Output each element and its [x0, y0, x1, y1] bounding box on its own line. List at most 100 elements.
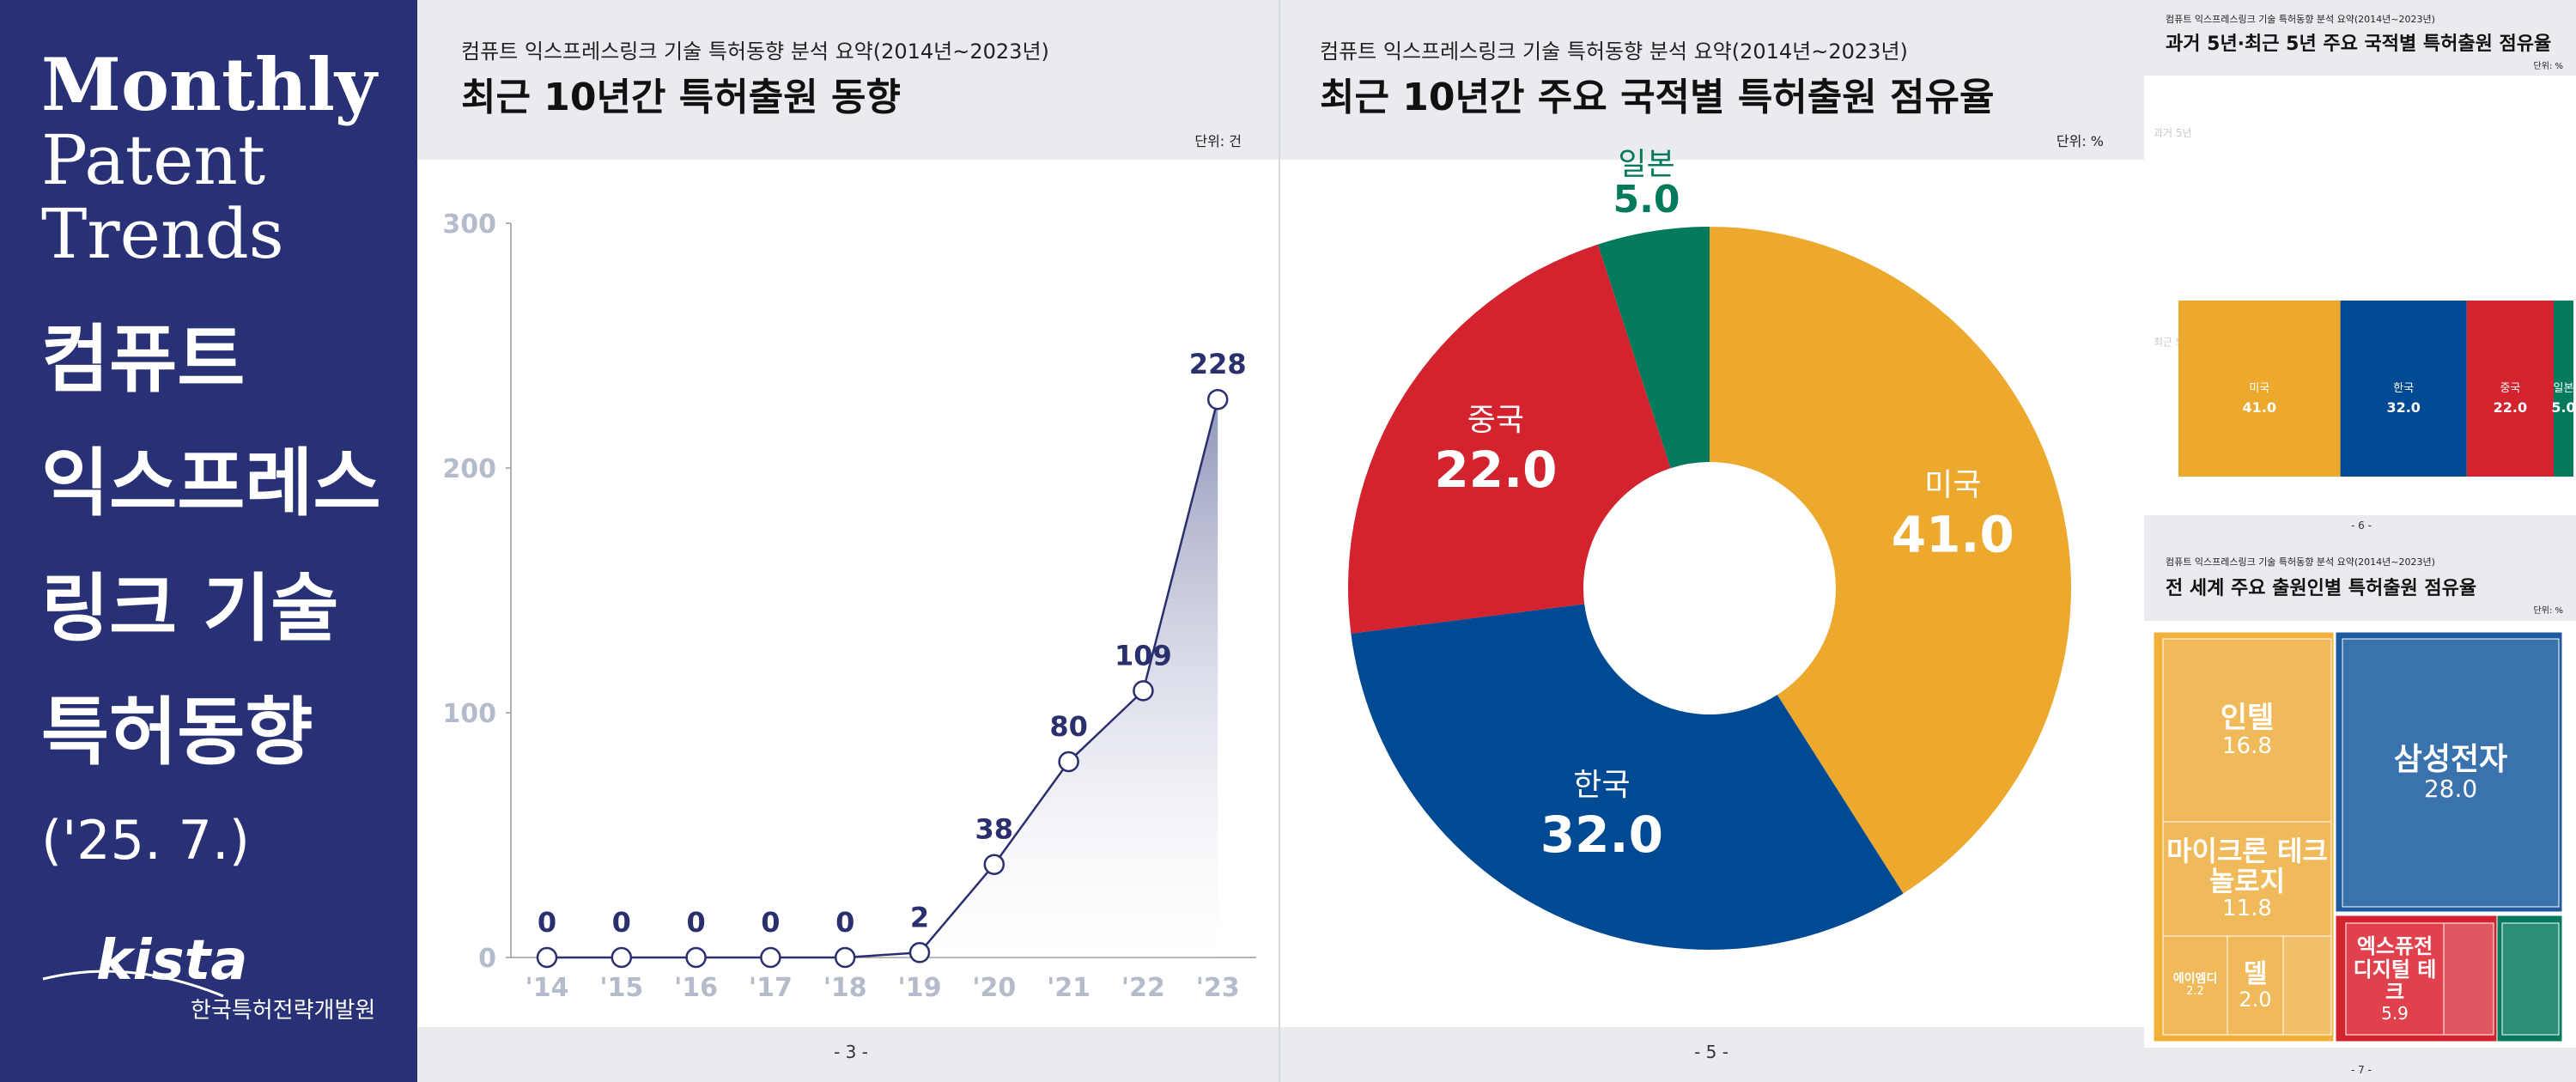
point	[1058, 751, 1079, 773]
tile-text: 에이엠디 2.2	[2163, 936, 2227, 1035]
page-title: 과거 5년·최근 5년 주요 국적별 특허출원 점유율	[2166, 33, 2551, 55]
cover: Monthly Patent Trends 컴퓨트 익스프레스 링크 기술 특허…	[41, 42, 381, 1024]
segment-value: 32.0	[2386, 399, 2420, 416]
logo-swoosh	[42, 970, 224, 998]
pie-slice	[1348, 244, 1671, 634]
cover-title-ko: 링크 기술	[41, 566, 338, 652]
bar-segment	[2340, 301, 2467, 477]
segment-value: 22.0	[2494, 399, 2527, 416]
row-label: 과거 5년	[2154, 127, 2192, 139]
tile-label: 엑스퓨전 디지털 테크5.9	[2353, 934, 2437, 1024]
segment-name: 중국	[2500, 382, 2520, 395]
pie-slice	[1597, 227, 1710, 469]
unit-label: 단위: %	[2057, 133, 2104, 149]
point	[685, 946, 707, 969]
slice-value: 32.0	[1540, 805, 1663, 864]
value-label: 2	[910, 901, 929, 933]
point	[983, 854, 1005, 875]
slice-name: 중국	[1467, 403, 1524, 438]
tile-text-line: 에이엠디	[2172, 971, 2218, 986]
treemap-tile	[2162, 821, 2332, 937]
cover-panel	[0, 0, 417, 1082]
slice-value: 41.0	[1892, 506, 2014, 564]
cover-title-ko: 컴퓨트	[41, 317, 245, 403]
value-label: 0	[761, 906, 780, 939]
page-number: - 7 -	[2351, 1064, 2372, 1076]
segment-name: 한국	[2393, 382, 2414, 395]
point	[834, 946, 856, 969]
cover-title-en: Patent	[41, 120, 265, 200]
area	[547, 399, 1218, 957]
pie-slice	[1351, 604, 1904, 950]
unit-label: 단위: %	[2534, 60, 2563, 71]
x-tick-label: '19	[898, 973, 942, 1003]
page-subtitle: 컴퓨트 익스프레스링크 기술 특허동향 분석 요약(2014년~2023년)	[2166, 556, 2435, 568]
x-tick-label: '23	[1196, 973, 1240, 1003]
segment-value: 5.0	[2551, 399, 2575, 416]
page-subtitle: 컴퓨트 익스프레스링크 기술 특허동향 분석 요약(2014년~2023년)	[1320, 40, 1908, 64]
x-tick-label: '18	[823, 973, 867, 1003]
page-number: - 6 -	[2351, 520, 2372, 532]
tile-text-line: 2.2	[2186, 985, 2204, 999]
logo: kista	[96, 929, 247, 993]
slice-name: 미국	[1924, 468, 1981, 503]
tile-text: 인텔 16.8	[2163, 639, 2331, 822]
x-tick-label: '14	[526, 973, 569, 1003]
slice-name: 한국	[1573, 768, 1630, 803]
y-tick-label: 300	[442, 210, 496, 240]
cover-title-ko: 익스프레스	[41, 441, 381, 526]
cover-date: ('25. 7.)	[41, 809, 250, 872]
tile-text: 델 2.0	[2227, 936, 2283, 1035]
page-number: - 3 -	[834, 1042, 868, 1062]
x-tick-label: '21	[1047, 973, 1091, 1003]
page-title: 최근 10년간 주요 국적별 특허출원 점유율	[1320, 76, 1995, 119]
tile-text-line: 16.8	[2222, 732, 2272, 759]
page-number: - 5 -	[1694, 1042, 1728, 1062]
tile-text-line: 5.9	[2381, 1002, 2409, 1024]
bar-segment	[2554, 301, 2573, 477]
page-subtitle: 컴퓨트 익스프레스링크 기술 특허동향 분석 요약(2014년~2023년)	[461, 40, 1049, 64]
pie-slice	[1710, 227, 2071, 894]
value-label: 109	[1115, 639, 1172, 672]
x-tick-label: '22	[1121, 973, 1165, 1003]
page-title: 전 세계 주요 출원인별 특허출원 점유율	[2166, 578, 2476, 599]
tile-text: 삼성전자 28.0	[2342, 639, 2559, 907]
bar-segment	[2178, 301, 2341, 477]
treemap-tile	[2345, 922, 2445, 1036]
tile-text-line: 델	[2243, 958, 2268, 989]
tile-text-line: 마이크론 테크놀로지	[2166, 835, 2328, 898]
point	[1206, 388, 1229, 410]
y-tick-label: 0	[478, 944, 496, 974]
y-tick-label: 200	[442, 454, 496, 484]
treemap-tile	[2342, 638, 2560, 908]
tile-label: 델2.0	[2227, 936, 2283, 1035]
org-name: 한국특허전략개발원	[191, 998, 375, 1024]
tile-text-line: 삼성전자	[2393, 741, 2508, 777]
point	[1133, 680, 1154, 702]
x-tick-label: '20	[972, 973, 1016, 1003]
tile-text-line: 28.0	[2423, 775, 2478, 804]
value-label: 80	[1049, 710, 1088, 743]
bar-segment	[2466, 301, 2554, 477]
treemap-group	[2501, 922, 2560, 1036]
tile-text-line: 엑스퓨전 디지털 테크	[2353, 934, 2437, 1005]
value-label: 0	[538, 906, 556, 939]
unit-label: 단위: 건	[1194, 133, 1242, 149]
treemap-tile	[2162, 638, 2332, 823]
value-label: 38	[975, 813, 1014, 846]
tile-text-line: 인텔	[2220, 700, 2275, 735]
cover-title-ko: 특허동향	[41, 690, 313, 775]
treemap-group	[2282, 935, 2332, 1036]
x-tick-label: '16	[674, 973, 718, 1003]
x-tick-label: '15	[599, 973, 643, 1003]
treemap-tile	[2162, 935, 2228, 1036]
page-title: 최근 10년간 특허출원 동향	[461, 76, 901, 119]
y-tick-label: 100	[442, 699, 496, 729]
point	[536, 946, 558, 969]
cover-title-en: Trends	[41, 194, 284, 274]
segment-name: 미국	[2249, 382, 2269, 395]
value-label: 0	[686, 906, 705, 939]
